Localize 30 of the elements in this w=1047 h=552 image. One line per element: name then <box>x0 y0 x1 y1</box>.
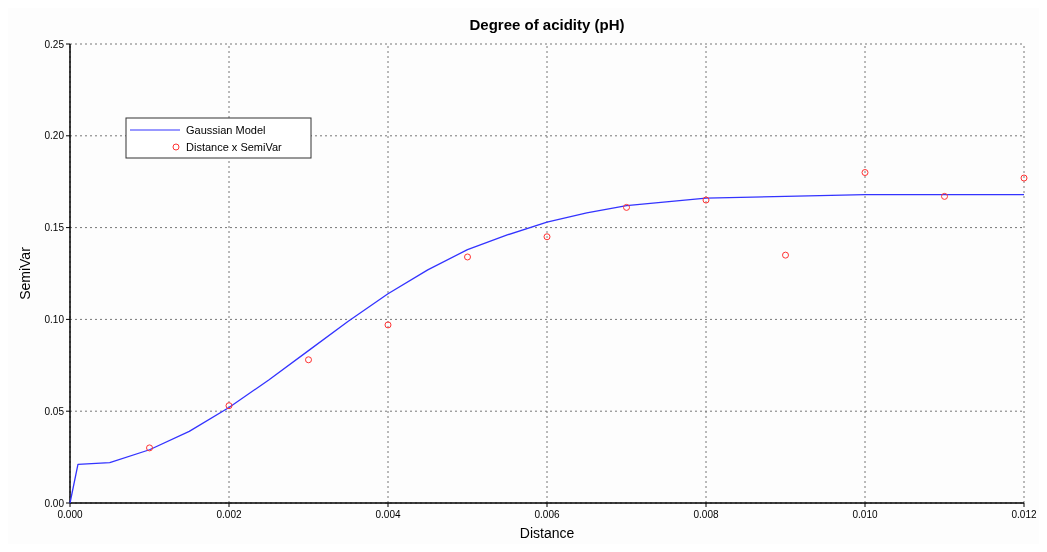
point <box>146 444 153 452</box>
legend-label: Gaussian Model <box>186 124 266 136</box>
x-tick-label: 0.006 <box>534 509 560 520</box>
y-tick-label: 0.00 <box>44 497 65 509</box>
x-tick-label: 0.010 <box>852 509 878 520</box>
point <box>861 169 869 177</box>
y-tick-label: 0.20 <box>44 130 65 142</box>
point <box>543 233 551 241</box>
point <box>305 356 312 364</box>
point <box>782 251 789 259</box>
y-tick-label: 0.05 <box>44 405 65 417</box>
point <box>1020 174 1028 182</box>
x-axis-title: Distance <box>519 525 575 541</box>
point <box>623 203 630 211</box>
point <box>702 196 710 204</box>
point <box>384 321 392 329</box>
x-tick-label: 0.004 <box>375 509 401 520</box>
y-tick-label: 0.25 <box>44 38 65 50</box>
chart-title: Degree of acidity (pH) <box>469 16 625 33</box>
x-tick-label: 0.002 <box>216 509 242 520</box>
x-tick-label: 0.012 <box>1011 509 1037 520</box>
y-tick-label: 0.10 <box>44 313 65 325</box>
legend-label: Distance x SemiVar <box>186 141 283 153</box>
x-tick-label: 0.000 <box>57 509 83 520</box>
point <box>225 402 233 410</box>
y-tick-label: 0.15 <box>44 222 65 234</box>
point <box>464 253 471 261</box>
y-axis-title: SemiVar <box>17 246 33 300</box>
x-tick-label: 0.008 <box>693 509 719 520</box>
point <box>941 192 948 200</box>
